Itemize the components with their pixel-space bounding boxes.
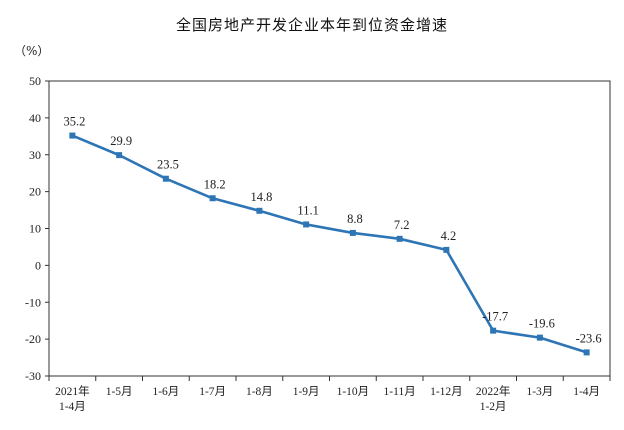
- y-axis-unit: （%）: [14, 44, 50, 58]
- y-tick-label: -30: [25, 369, 41, 383]
- data-point: [583, 349, 590, 356]
- data-label: 35.2: [63, 115, 85, 129]
- data-point: [256, 207, 263, 214]
- data-label: 29.9: [110, 134, 132, 148]
- data-point: [69, 132, 76, 139]
- data-point: [490, 327, 497, 334]
- data-label: 11.1: [297, 203, 318, 217]
- data-label: 7.2: [394, 218, 410, 232]
- data-label: 18.2: [204, 177, 226, 191]
- x-tick-label: 1-2月: [480, 401, 507, 413]
- chart-title: 全国房地产开发企业本年到位资金增速: [175, 16, 448, 34]
- y-tick-label: 40: [29, 111, 41, 125]
- data-point: [303, 221, 310, 228]
- y-tick-label: 30: [29, 148, 41, 162]
- data-point: [162, 175, 169, 182]
- x-tick-label: 1-4月: [573, 386, 600, 398]
- data-label: -19.6: [529, 317, 555, 331]
- y-tick-label: -20: [25, 332, 41, 346]
- data-label: -17.7: [482, 310, 508, 324]
- x-tick-label: 1-5月: [106, 386, 133, 398]
- data-label: 4.2: [441, 229, 457, 243]
- x-tick-label: 1-3月: [526, 386, 553, 398]
- x-tick-label: 1-9月: [293, 386, 320, 398]
- data-point: [443, 246, 450, 253]
- y-tick-label: 20: [29, 185, 41, 199]
- data-label: 8.8: [347, 212, 363, 226]
- y-tick-label: -10: [25, 295, 41, 309]
- x-tick-label: 2022年: [476, 384, 511, 398]
- y-tick-label: 0: [35, 258, 41, 272]
- data-point: [536, 334, 543, 341]
- x-tick-label: 1-11月: [384, 386, 416, 398]
- data-point: [116, 152, 123, 159]
- data-label: -23.6: [576, 331, 602, 345]
- data-point: [209, 195, 216, 202]
- x-tick-label: 1-4月: [59, 401, 86, 413]
- data-point: [396, 235, 403, 242]
- x-tick-label: 1-12月: [430, 386, 463, 398]
- x-tick-label: 1-8月: [246, 386, 273, 398]
- series-line: [71, 134, 588, 354]
- data-label: 23.5: [157, 158, 179, 172]
- data-label: 14.8: [250, 190, 272, 204]
- x-tick-label: 2021年: [55, 384, 90, 398]
- y-tick-label: 50: [29, 74, 41, 88]
- data-point: [349, 229, 356, 236]
- x-tick-label: 1-10月: [337, 386, 370, 398]
- x-tick-label: 1-6月: [152, 386, 179, 398]
- y-tick-label: 10: [29, 222, 41, 236]
- x-tick-label: 1-7月: [199, 386, 226, 398]
